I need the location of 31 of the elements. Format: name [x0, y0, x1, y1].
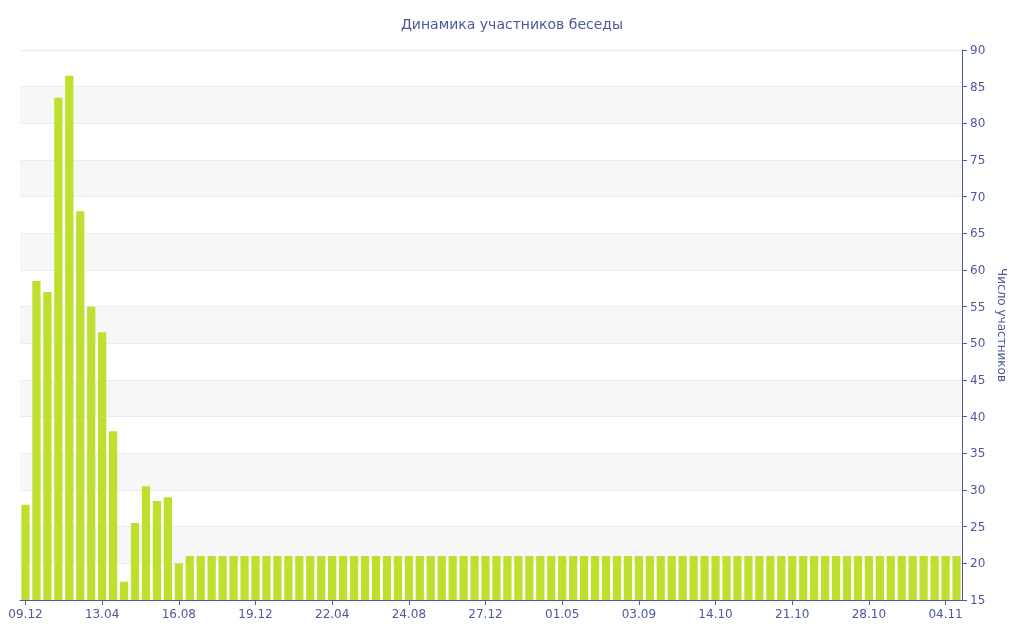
- y-tick-label: 20: [970, 556, 986, 571]
- x-tick-label: 14.10: [698, 607, 733, 621]
- y-axis-title: Число участников: [995, 268, 1010, 382]
- y-tick-label: 35: [970, 446, 986, 461]
- y-tick-label: 55: [970, 299, 986, 314]
- x-tick-label: 03.09: [621, 607, 657, 621]
- y-tick-label: 60: [970, 263, 986, 277]
- y-tick-label: 70: [970, 189, 986, 204]
- y-tick-label: 80: [970, 116, 986, 131]
- x-tick-label: 09.12: [8, 607, 43, 621]
- chart-title: Динамика участников беседы: [400, 16, 624, 32]
- y-tick-label: 85: [970, 79, 986, 94]
- x-tick-label: 19.12: [238, 607, 273, 621]
- x-tick-label: 01.05: [545, 607, 580, 621]
- y-tick-label: 45: [970, 373, 986, 387]
- x-tick-label: 21.10: [775, 607, 810, 621]
- x-tick-label: 04.11: [928, 607, 963, 621]
- x-tick-label: 13.04: [84, 607, 120, 621]
- y-tick-label: 25: [970, 519, 986, 534]
- y-tick-label: 40: [970, 409, 986, 424]
- y-tick-label: 65: [970, 226, 986, 241]
- y-tick-label: 50: [970, 336, 986, 351]
- y-tick-label: 15: [970, 593, 986, 607]
- x-tick-label: 22.04: [314, 607, 350, 621]
- y-tick-label: 75: [970, 153, 986, 167]
- y-tick-label: 30: [970, 483, 986, 497]
- x-tick-label: 24.08: [391, 607, 427, 621]
- y-tick-label: 90: [970, 43, 986, 57]
- x-tick-label: 28.10: [851, 607, 887, 621]
- x-tick-label: 27.12: [468, 607, 503, 621]
- x-tick-label: 16.08: [161, 607, 197, 621]
